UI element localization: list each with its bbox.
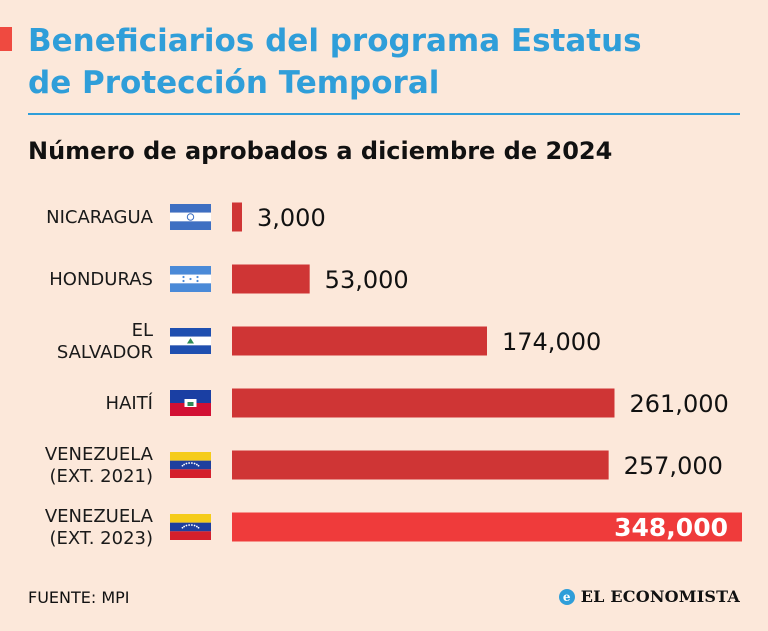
value-label: 261,000 xyxy=(630,390,729,418)
honduras-flag-icon xyxy=(170,266,211,292)
category-label: SALVADOR xyxy=(57,342,153,363)
bar-row: HAITÍ 261,000 xyxy=(106,388,729,418)
accent-mark xyxy=(0,27,12,51)
value-label: 174,000 xyxy=(502,328,601,356)
chart-subtitle: Número de aprobados a diciembre de 2024 xyxy=(28,137,613,165)
publisher-logo: e EL ECONOMISTA xyxy=(558,587,740,606)
category-label: EL xyxy=(132,320,153,341)
category-label: (EXT. 2023) xyxy=(49,528,153,549)
bar-row: NICARAGUA 3,000 xyxy=(46,202,326,232)
category-label: VENEZUELA xyxy=(45,444,154,465)
haiti-flag-icon xyxy=(170,390,211,416)
el-salvador-flag-icon xyxy=(170,328,211,354)
bar xyxy=(232,202,242,232)
nicaragua-flag-icon xyxy=(170,204,211,230)
publisher-name: EL ECONOMISTA xyxy=(580,587,740,606)
bar xyxy=(232,450,609,480)
bar xyxy=(232,326,487,356)
value-label: 257,000 xyxy=(624,452,723,480)
bar-row: HONDURAS 53,000 xyxy=(49,264,409,294)
bar xyxy=(232,264,310,294)
category-label: VENEZUELA xyxy=(45,506,154,527)
venezuela-flag-icon xyxy=(170,452,211,478)
bar-row: VENEZUELA(EXT. 2023) 348,000 xyxy=(45,506,742,549)
category-label: HAITÍ xyxy=(106,392,153,414)
value-label: 3,000 xyxy=(257,204,326,232)
category-label: HONDURAS xyxy=(49,269,153,290)
el-economista-logo-icon: e xyxy=(558,588,575,605)
value-label: 348,000 xyxy=(614,513,728,542)
value-label: 53,000 xyxy=(325,266,409,294)
category-label: NICARAGUA xyxy=(46,207,154,228)
chart-title: Beneficiarios del programa Estatus de Pr… xyxy=(28,23,642,101)
title-divider xyxy=(28,113,740,115)
bar xyxy=(232,512,742,542)
category-label: (EXT. 2021) xyxy=(49,466,153,487)
bar-row: VENEZUELA(EXT. 2021) 257,000 xyxy=(45,444,723,487)
bar xyxy=(232,388,615,418)
source-note: FUENTE: MPI xyxy=(28,588,130,607)
venezuela-flag-icon xyxy=(170,514,211,540)
